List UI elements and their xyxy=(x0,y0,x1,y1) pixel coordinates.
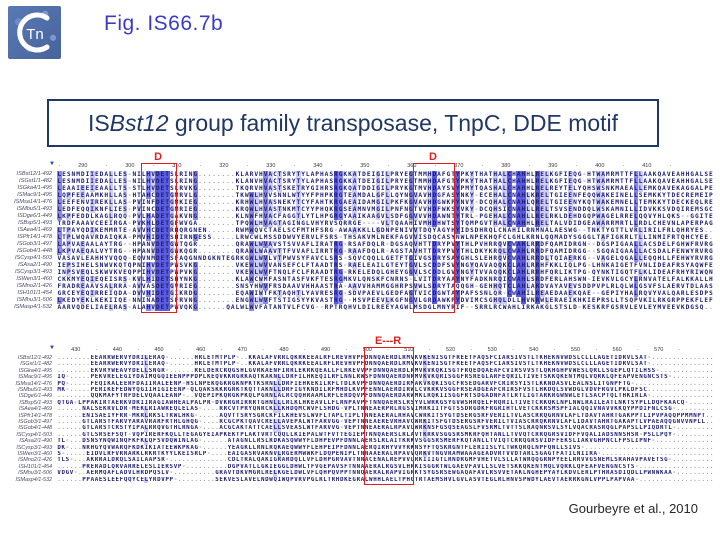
sequence-name: ISMhu3/1-506 xyxy=(18,470,52,477)
sequence-name: ISMbu5/1-493 xyxy=(18,387,52,393)
sequence-name: ISGst1/1-482 xyxy=(20,361,52,368)
alignment-row: INPSVEQLSKWVKVEQPPIHVDETPWPVKG........VK… xyxy=(57,269,713,276)
sequence-name: ISGst1/1-482 xyxy=(19,178,52,184)
alignment-row: AARVQDELIAELRAS-ALAHVDETPWVQKG......QALW… xyxy=(57,304,713,311)
alignment-row: LEEFENVIREKLLAS-PVINFDETGMKIEG........KR… xyxy=(57,199,713,206)
alignment-row: ........EKVRYWEAVYDELLSNGR-......RELDERC… xyxy=(57,367,714,375)
sequence-name: ISBsp5/1-493 xyxy=(18,220,52,226)
alignment-start-marker: ▼ xyxy=(49,345,55,351)
sequence-name: ISGob4/1-448 xyxy=(17,248,52,254)
alignment-row: FRADREAAVSALRRA-AVVASDETGVRIEG........SN… xyxy=(57,283,713,290)
sequence-name: ISGob3/1-497 xyxy=(17,241,52,247)
sequence-name: ISGob4/1-448 xyxy=(18,425,52,432)
alignment-row: DK-...NRHGYQVWARQFKDKIKIATEEWKPKAG-.....… xyxy=(57,444,714,451)
sequence-name: ISH101/1-454 xyxy=(18,463,52,470)
sequence-name: ISCysp4/1-503 xyxy=(16,431,52,438)
alignment-row: TLS-...AKRRALDRQLSAILAAPSR-.............… xyxy=(57,457,714,464)
sequence-name: ISCysp3/1-493 xyxy=(14,269,52,275)
sequence-name: ISAsa2/1-490 xyxy=(19,438,52,445)
sequence-name: ISMbu5/1-493 xyxy=(16,206,52,212)
alignment-row: IEPSIHELSNWVKQTQPNIHVDETPWSVKG........VK… xyxy=(57,262,713,269)
alignment-row: CKKMYEQIEQEISRS-KVLHIDETSHYNKG........KL… xyxy=(57,276,713,283)
alignment-row: LKEDYEKLKEKIIQE-NNINADETSFRVNG........EN… xyxy=(57,297,713,304)
alignment-row: ......ENISAEIYFRR-MKRLRKSLTRWLHKG-.....A… xyxy=(57,412,714,419)
alignment-row: ......NALSEKRVLDR-MEKLRIAWREQLELAS-....R… xyxy=(57,406,714,413)
alignment-row: ......PPAAESLEEFQQYCELYRDVPP-.........SE… xyxy=(57,476,714,483)
alignment-row: TRDFAAAVCEEIRGA-PVKHLDETGFWVGA........TP… xyxy=(57,220,713,227)
sequence-name: ISGka4/1-495 xyxy=(18,367,52,374)
sequence-name: ISMasp4/1-532 xyxy=(14,304,52,310)
sequence-name: ISDge6/1-449 xyxy=(18,393,52,400)
alignment-row: QTGA-LPPAKIRTAERKVDRIIRAGIAWHEALPALPR-DV… xyxy=(57,399,714,407)
alignment-row: ......PRERADLQRVARRELESLIERSVP-.........… xyxy=(57,463,714,470)
alignment-row: LKPVAEQALVYTRG--HPANVDETGWKQGR........QR… xyxy=(57,248,713,255)
citation-text: Gourbeyre et al., 2010 xyxy=(568,501,698,516)
logo-tn-text: Tn xyxy=(26,26,44,43)
sequence-name: ISH101/1-454 xyxy=(17,290,52,296)
position-ruler: 430. 440. 450. 460. 470. 480. 490. 500. 510. 520.… xyxy=(71,346,681,353)
sequence-name: ISMhu3/1-506 xyxy=(16,297,52,303)
alignment-row: LEDFEQQIKNFLIES-PVINCDETGMRIEG........KR… xyxy=(57,206,713,213)
alignment-row: S-.....EIDVLRFVRRARKLRKRTKYYLKEISRLP-...… xyxy=(57,451,714,458)
alignment-row: ........EEARRWERVYDRILERAQ-......HRLETMT… xyxy=(57,361,714,368)
motif-label: D xyxy=(154,151,163,163)
sequence-name: ISWen3/1-460 xyxy=(16,276,52,282)
sequence-name: ISCysp3/1-493 xyxy=(16,444,52,451)
sequence-name: ISWen3/1-460 xyxy=(17,451,52,457)
sequence-name: ISBst12/1-492 xyxy=(16,171,52,177)
sequence-name: ISGka4/1-495 xyxy=(17,185,52,191)
sequence-name: ISAea4/1-469 xyxy=(19,406,52,413)
sequence-name: ISDge6/1-449 xyxy=(17,213,52,219)
sequence-name: ISMac9/1-495 xyxy=(17,192,52,198)
alignment-start-marker: ▼ xyxy=(49,161,55,167)
alignment-row: LKPFEDDLKAGLRQQ-PVLHADETGAKVNG........KL… xyxy=(57,213,713,220)
alignment-row: ......GTLARSTCRSTYIPALRRQVGTHLRNGA-....A… xyxy=(57,425,714,432)
sequence-name: ISPfr14/1-478 xyxy=(17,234,52,240)
alignment-row: LQPFEEAAMKHLLAS-HTAHCDETGMRVLG........TK… xyxy=(57,192,713,199)
sequence-name: ISPfr14/1-478 xyxy=(18,412,52,419)
sequence-name: ISMsa14/1-476 xyxy=(15,380,52,387)
title-element-name: Bst12 xyxy=(109,109,169,136)
sequence-name: ISMno2/1-426 xyxy=(16,283,52,289)
motif-label: D xyxy=(429,151,437,163)
alignment-row: LEAAIEEIEAALLTS-STLHVDETSLRVKG........TK… xyxy=(57,185,713,192)
sequence-name: ISMno2/1-426 xyxy=(18,457,52,464)
alignment-row: LTPLWQAVRDAIQKA-PMVHIDETSHIRNGESS.....LR… xyxy=(57,234,713,241)
alignment-row: LAPVAEAALAYTRG--HPANVDETGWTQGR........QR… xyxy=(57,241,713,248)
logo-c-arc: Tn xyxy=(17,12,50,53)
motif-label: E---R xyxy=(374,335,402,347)
alignment-row: VDGV-..AERMQAFLADVLHRDPQSLV-..........GR… xyxy=(57,470,714,477)
alignment-row: ......GTLSRSEFSQT-VQPIRERFKQLLTEGAGYEIAP… xyxy=(57,431,714,439)
alignment-row: LTPAYQDIKEMMRTE-AVVHCDETRHQRGNEN......RW… xyxy=(57,227,713,234)
sequence-name: ISAea4/1-469 xyxy=(17,227,52,233)
alignment-row: GRCEYEQIRREIQDA-DVVHIDETGIKRDG........EQ… xyxy=(57,290,713,297)
sequence-name: ISMac9/1-495 xyxy=(18,374,52,381)
title-suffix: group family transposase, TnpC, DDE moti… xyxy=(168,109,619,136)
alignment-row: IQ-.....PEKVRELEGIYDAIMQGQIEENPPPDPLKEQV… xyxy=(57,374,714,381)
alignment-row: LESNMDIIEDALLES-NILHVDETSLRING........KL… xyxy=(57,171,713,178)
position-ruler: . 290. 300. 310. 320. 330. 340. 350. 360. 370. 380… xyxy=(58,162,672,169)
alignment-row: LESNMDIIEDALLES-NILHVDETSLRING........KL… xyxy=(57,178,713,185)
alignment-row: ......GTLARSTFARVYARAVRARFRTHLGHQG-....R… xyxy=(57,419,714,426)
figure-label: Fig. IS66.7b xyxy=(104,12,224,35)
alignment-row: ........QQKMAFYTRFDELVQAALEANP-..VQEPIPK… xyxy=(57,393,714,400)
figure-title-box: IS Bst12 group family transposase, TnpC, … xyxy=(47,99,659,147)
alignment-row: PQ-.....FEQIKALEERFDAIIRALEENP-HSLNPEKQG… xyxy=(57,380,714,387)
sequence-name: ISBst12/1-492 xyxy=(17,355,52,361)
sequence-name: ISGob3/1-497 xyxy=(18,419,52,425)
alignment-row: MK-.....PERIKEFEDWYQGIIHIGIEENP-QLQAKSKK… xyxy=(57,387,714,394)
alignment-row: VASAVLEAHHYVQQQ-EQVNMDETSFAQGNNDGKNTEGRK… xyxy=(57,255,713,262)
sequence-name: ISBsp5/1-493 xyxy=(19,399,52,406)
sequence-name: ISMsa14/1-476 xyxy=(14,199,52,205)
alignment-row: ........EEARRWERVYDRILERAQ-......HRLETMT… xyxy=(57,355,714,362)
sequence-name: ISAsa2/1-490 xyxy=(18,262,52,268)
tn-registry-logo: Tn xyxy=(8,6,61,59)
title-prefix: IS xyxy=(87,109,110,136)
alignment-row: TL-...DSNSYNQWINQFKFKLQFSVDQWINLAG-.....… xyxy=(57,438,714,445)
sequence-name: ISCysp4/1-503 xyxy=(14,255,52,261)
sequence-name: ISMasp4/1-532 xyxy=(15,476,52,483)
